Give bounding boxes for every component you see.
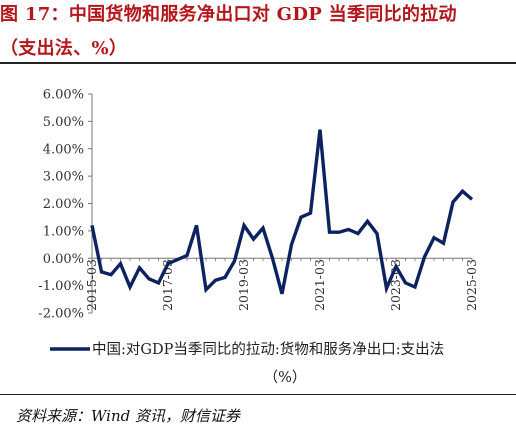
source-note: 资料来源：Wind 资讯，财信证券: [16, 407, 240, 425]
y-tick-label: 0.00%: [43, 252, 84, 267]
y-tick-label: 5.00%: [43, 115, 84, 130]
y-axis: 6.00% 5.00% 4.00% 3.00% 2.00% 1.00% 0.00% -1.00…: [38, 88, 93, 322]
legend: 中国:对GDP当季同比的拉动:货物和服务净出口:支出法 （%）: [50, 341, 444, 386]
figure-title-line2: （支出法、%）: [0, 38, 128, 59]
y-tick-label: 1.00%: [43, 224, 84, 239]
legend-label: 中国:对GDP当季同比的拉动:货物和服务净出口:支出法: [92, 341, 444, 358]
x-axis: 2015-03 2017-03 2019-03 2021-03 2023-03 2025-…: [84, 257, 479, 311]
y-tick-label: 6.00%: [43, 88, 84, 103]
bottom-rule: [0, 394, 516, 395]
series-layer: [90, 129, 474, 295]
y-tick-label: -1.00%: [38, 279, 84, 294]
y-tick-label: 4.00%: [43, 142, 84, 157]
x-tick-label: 2025-03: [464, 259, 479, 311]
figure-title-line1: 图 17：中国货物和服务净出口对 GDP 当季同比的拉动: [0, 4, 457, 25]
x-tick-label: 2021-03: [312, 259, 327, 311]
legend-unit: （%）: [264, 369, 307, 386]
figure-title: 图 17：中国货物和服务净出口对 GDP 当季同比的拉动 （支出法、%）: [0, 4, 516, 60]
y-tick-label: 3.00%: [43, 170, 84, 185]
y-tick-label: -2.00%: [38, 307, 84, 322]
top-rule: [0, 62, 516, 64]
y-tick-label: 2.00%: [43, 197, 84, 212]
x-tick-label: 2019-03: [236, 259, 251, 311]
x-tick-label: 2015-03: [84, 259, 99, 311]
series-line: [90, 129, 474, 295]
line-chart: 6.00% 5.00% 4.00% 3.00% 2.00% 1.00% 0.00% -1.00…: [38, 88, 479, 387]
